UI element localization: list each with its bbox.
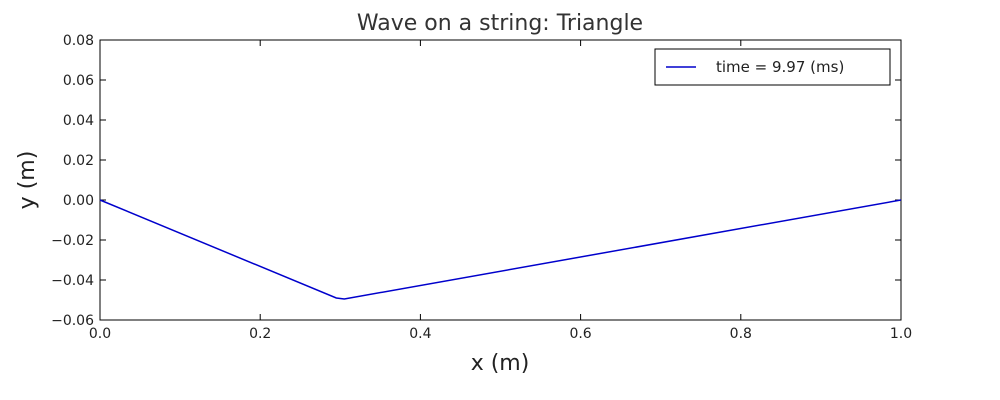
y-tick-label: 0.00 <box>63 193 94 209</box>
x-axis-label: x (m) <box>471 351 530 376</box>
y-tick-label: 0.06 <box>63 73 94 89</box>
series-line-0 <box>99 199 902 300</box>
x-tick-label: 0.0 <box>89 326 111 342</box>
series-group <box>99 199 902 300</box>
x-tick-label: 0.6 <box>569 326 591 342</box>
y-tick-label: −0.04 <box>51 273 94 289</box>
y-axis-ticks: −0.06 −0.04 −0.02 0.00 0.02 0.04 0.06 0.08 <box>51 33 901 329</box>
y-tick-label: −0.06 <box>51 313 94 329</box>
plot-frame <box>99 39 902 321</box>
x-tick-label: 0.8 <box>730 326 752 342</box>
x-tick-label: 1.0 <box>890 326 912 342</box>
x-axis-ticks: 0.0 0.2 0.4 0.6 0.8 1.0 <box>89 40 912 342</box>
x-tick-label: 0.2 <box>249 326 271 342</box>
chart-title: Wave on a string: Triangle <box>357 11 643 36</box>
x-tick-label: 0.4 <box>409 326 431 342</box>
y-tick-label: 0.04 <box>63 113 94 129</box>
legend: time = 9.97 (ms) <box>654 48 891 86</box>
legend-label: time = 9.97 (ms) <box>716 58 844 76</box>
y-tick-label: 0.02 <box>63 153 94 169</box>
y-tick-label: −0.02 <box>51 233 94 249</box>
y-tick-label: 0.08 <box>63 33 94 49</box>
y-axis-label: y (m) <box>15 151 40 210</box>
